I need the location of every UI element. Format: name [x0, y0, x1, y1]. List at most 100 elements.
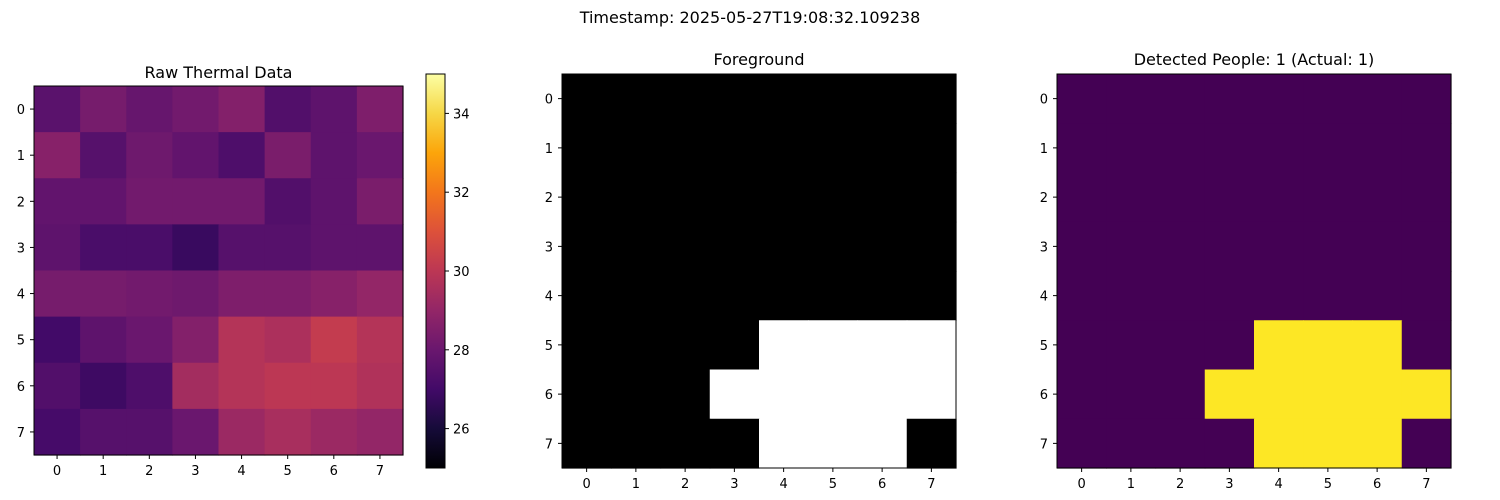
heatmap-cell [808, 271, 859, 321]
heatmap-cell [80, 132, 127, 179]
heatmap-cell [1204, 271, 1255, 321]
heatmap-cell [356, 408, 404, 456]
heatmap-cell [356, 224, 404, 272]
heatmap-cell [264, 362, 312, 410]
heatmap-cell [264, 316, 312, 364]
heatmap-cell [660, 172, 711, 223]
heatmap-cell [80, 86, 127, 133]
y-tick-label: 2 [545, 191, 553, 206]
y-tick-label: 2 [1040, 191, 1048, 206]
heatmap-cell [1401, 320, 1452, 371]
heatmap-cell [34, 86, 81, 133]
heatmap-cell [34, 178, 81, 225]
heatmap-cell [1254, 369, 1304, 420]
heatmap-cell [1254, 123, 1304, 174]
y-tick-label: 4 [1040, 290, 1048, 305]
heatmap-cell [562, 172, 612, 223]
heatmap-cell [759, 74, 809, 124]
colorbar: 26 28 30 32 34 [425, 73, 470, 469]
heatmap-cell [1204, 418, 1255, 469]
heatmap-cell [1057, 271, 1107, 321]
heatmap-cell [1155, 369, 1206, 420]
heatmap-cell [1057, 369, 1107, 420]
heatmap-cell [34, 132, 81, 179]
heatmap-cell [126, 86, 173, 133]
heatmap-cell [34, 362, 81, 410]
heatmap-cell [1057, 418, 1107, 469]
heatmap-cell [1303, 418, 1354, 469]
heatmap-cell [1204, 320, 1255, 371]
x-tick-label: 4 [237, 464, 245, 479]
heatmap-cell [660, 369, 711, 420]
y-tick-label: 3 [545, 240, 553, 255]
heatmap-cell [356, 362, 404, 410]
heatmap-cell [1106, 74, 1157, 124]
heatmap-cell [126, 316, 173, 364]
heatmap-cell [759, 418, 809, 469]
heatmap-cell [126, 408, 173, 456]
heatmap-cell [1401, 172, 1452, 223]
heatmap-cell [172, 178, 220, 225]
heatmap-cell [611, 172, 662, 223]
y-tick-label: 6 [545, 388, 553, 403]
heatmap-cell [172, 362, 220, 410]
heatmap-cell [1401, 123, 1452, 174]
y-tick-label: 4 [17, 288, 25, 303]
x-tick-label: 2 [1176, 477, 1184, 492]
heatmap-cell [80, 408, 127, 456]
heatmap-cell [709, 221, 760, 272]
heatmap-cell [759, 369, 809, 420]
heatmap-cell [34, 408, 81, 456]
heatmap-cell [34, 224, 81, 272]
heatmap-cell [1204, 221, 1255, 272]
y-tick-label: 1 [17, 149, 25, 164]
heatmap-cell [172, 224, 220, 272]
heatmap-cell [611, 123, 662, 174]
heatmap-cell [218, 86, 266, 133]
heatmap-cell [1057, 221, 1107, 272]
heatmap-cell [611, 271, 662, 321]
heatmap-cell [126, 132, 173, 179]
heatmap-cell [808, 320, 859, 371]
heatmap-cell [611, 74, 662, 124]
heatmap-cell [1204, 172, 1255, 223]
x-tick-label: 0 [1077, 477, 1085, 492]
heatmap-cell [172, 86, 220, 133]
heatmap-cell [1155, 172, 1206, 223]
y-tick-label: 5 [1040, 339, 1048, 354]
heatmap-cell [660, 271, 711, 321]
heatmap-cell [310, 270, 358, 318]
heatmap-cell [310, 132, 358, 179]
heatmap-cell [356, 86, 404, 133]
y-tick-label: 7 [545, 437, 553, 452]
heatmap-cell [1057, 320, 1107, 371]
heatmap-cell [906, 172, 957, 223]
heatmap-cell [1204, 369, 1255, 420]
x-tick-label: 7 [1422, 477, 1430, 492]
y-tick-label: 6 [17, 380, 25, 395]
x-tick-label: 3 [1225, 477, 1233, 492]
y-tick-label: 5 [545, 339, 553, 354]
y-tick-label: 4 [545, 290, 553, 305]
heatmap-cell [1401, 418, 1452, 469]
colorbar-tick-label: 32 [453, 186, 470, 201]
heatmap-cell [310, 316, 358, 364]
heatmap-cell [1303, 123, 1354, 174]
heatmap-cell [1254, 418, 1304, 469]
heatmap-cell [218, 316, 266, 364]
heatmap-cell [808, 172, 859, 223]
panel-raw-thermal: Raw Thermal Data 0 1 2 3 4 5 6 7 0 1 2 3 4 5 6 7 [17, 63, 404, 479]
heatmap-cell [34, 316, 81, 364]
colorbar-tick-label: 34 [453, 107, 470, 122]
panel-title: Foreground [713, 50, 804, 69]
heatmap-cell [1106, 418, 1157, 469]
heatmap-cell [1155, 74, 1206, 124]
figure-suptitle: Timestamp: 2025-05-27T19:08:32.109238 [579, 8, 921, 27]
heatmap-cell [1106, 271, 1157, 321]
heatmap-cell [356, 316, 404, 364]
x-tick-label: 3 [730, 477, 738, 492]
y-tick-label: 0 [17, 103, 25, 118]
heatmap-cell [1303, 74, 1354, 124]
x-tick-label: 5 [829, 477, 837, 492]
